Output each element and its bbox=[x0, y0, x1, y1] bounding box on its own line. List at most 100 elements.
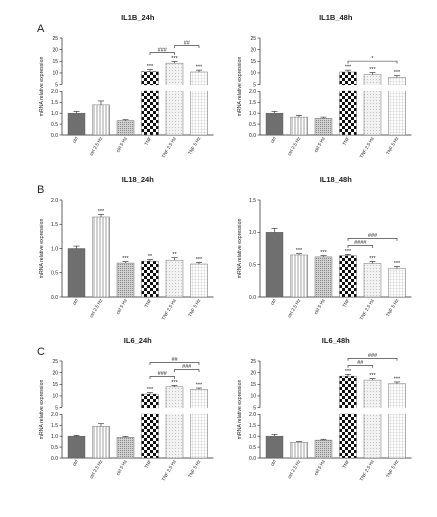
y-tick-label: 5 bbox=[253, 405, 256, 411]
x-tick-label: ctrl 2.5 Hz bbox=[89, 135, 104, 156]
significance-mark: *** bbox=[345, 65, 352, 71]
panel-letter-a: A bbox=[37, 23, 45, 35]
x-tick-label: TNF 2.5 Hz bbox=[161, 297, 177, 320]
y-tick-label: 15 bbox=[250, 59, 256, 65]
significance-mark: *** bbox=[296, 248, 303, 254]
y-tick-label: 1.5 bbox=[249, 423, 256, 429]
y-axis-label: mRNA relative expression bbox=[237, 57, 243, 117]
chart-IL18_48h: IL18_48h mRNA relative expression 0.0 0.5 1.… bbox=[237, 175, 412, 321]
y-tick-label: 25 bbox=[250, 359, 256, 365]
chart-title: IL18_24h bbox=[122, 175, 155, 184]
comparison-label: ### bbox=[182, 364, 192, 370]
bar-ctrl bbox=[67, 112, 86, 136]
significance-mark: *** bbox=[196, 257, 203, 263]
y-tick-label: 0.0 bbox=[249, 295, 256, 301]
y-tick-label: 2.0 bbox=[249, 412, 256, 418]
comparison-bracket bbox=[149, 362, 200, 365]
y-tick-label: 2.0 bbox=[51, 412, 58, 418]
significance-mark: *** bbox=[171, 56, 178, 62]
comparison-label: ### bbox=[368, 233, 378, 239]
comparison-bracket bbox=[347, 60, 398, 64]
comparison-bracket bbox=[149, 52, 175, 56]
chart-IL1B_48h: IL1B_48h mRNA relative expression 0.0 0.5 1.… bbox=[237, 13, 412, 159]
y-tick-label: 2.0 bbox=[249, 89, 256, 95]
bar-ctrl-2.5-Hz bbox=[290, 116, 308, 136]
bar-ctrl-5-Hz bbox=[314, 256, 333, 298]
comparison-label: ### bbox=[158, 371, 168, 377]
chart-title: IL18_48h bbox=[320, 175, 353, 184]
bar-ctrl bbox=[265, 232, 284, 298]
x-tick-label: TNF 5 Hz bbox=[187, 135, 202, 155]
significance-mark: ** bbox=[172, 252, 177, 258]
significance-mark: *** bbox=[171, 380, 178, 386]
x-tick-label: ctrl bbox=[269, 298, 276, 306]
significance-mark: *** bbox=[369, 256, 376, 262]
bar-TNF-5-Hz bbox=[388, 383, 406, 459]
y-tick-label: 10 bbox=[52, 71, 58, 77]
significance-mark: *** bbox=[196, 65, 203, 71]
axis-break-gap bbox=[339, 85, 357, 91]
significance-mark: *** bbox=[147, 64, 154, 70]
y-tick-label: 25 bbox=[250, 36, 256, 42]
bar-ctrl-5-Hz bbox=[116, 120, 135, 136]
comparison-bracket bbox=[347, 357, 398, 361]
axis-break-gap bbox=[190, 408, 208, 414]
bar-ctrl-2.5-Hz bbox=[92, 426, 110, 459]
y-tick-label: 1.5 bbox=[249, 198, 256, 204]
axis-break-gap bbox=[165, 408, 184, 414]
x-tick-label: ctrl 5 Hz bbox=[115, 297, 128, 315]
comparison-label: ### bbox=[158, 47, 168, 53]
y-tick-label: 1.0 bbox=[249, 434, 256, 440]
bar-ctrl-5-Hz bbox=[314, 439, 333, 459]
x-tick-label: TNF bbox=[342, 136, 351, 146]
y-tick-label: 1.0 bbox=[249, 230, 256, 236]
y-tick-label: 1.5 bbox=[51, 423, 58, 429]
axis-break-gap bbox=[339, 408, 357, 414]
axis-break-gap bbox=[190, 85, 208, 91]
significance-mark: *** bbox=[369, 67, 376, 73]
bar-TNF bbox=[339, 71, 357, 136]
chart-IL18_24h: IL18_24h mRNA relative expression 0.0 0.5 1.… bbox=[39, 175, 214, 321]
significance-mark: *** bbox=[345, 249, 352, 255]
x-tick-label: ctrl 2.5 Hz bbox=[89, 458, 104, 479]
y-tick-label: 1.0 bbox=[51, 111, 58, 117]
y-tick-label: 2.0 bbox=[51, 89, 58, 95]
significance-mark: *** bbox=[147, 387, 154, 393]
y-axis-label: mRNA relative expression bbox=[39, 219, 45, 279]
x-tick-label: TNF 5 Hz bbox=[385, 297, 400, 317]
x-tick-label: ctrl bbox=[71, 136, 78, 144]
axis-break-gap bbox=[165, 85, 184, 91]
y-tick-label: 0.5 bbox=[249, 445, 256, 451]
x-tick-label: ctrl 2.5 Hz bbox=[287, 297, 302, 318]
y-tick-label: 20 bbox=[250, 47, 256, 53]
bar-ctrl bbox=[265, 112, 284, 136]
y-tick-label: 1.0 bbox=[51, 246, 58, 252]
bar-TNF-2.5-Hz bbox=[363, 74, 382, 136]
x-tick-label: TNF 2.5 Hz bbox=[359, 297, 375, 320]
y-tick-label: 0.5 bbox=[51, 445, 58, 451]
y-axis-label: mRNA relative expression bbox=[237, 219, 243, 279]
x-tick-label: ctrl 5 Hz bbox=[115, 458, 128, 476]
bar-TNF-5-Hz bbox=[388, 268, 406, 298]
comparison-bracket bbox=[347, 245, 373, 248]
bar-TNF bbox=[339, 375, 357, 459]
y-tick-label: 10 bbox=[52, 394, 58, 400]
x-tick-label: ctrl 5 Hz bbox=[115, 135, 128, 153]
chart-IL6_24h: IL6_24h mRNA relative expression 0.0 0.5 1.0… bbox=[39, 336, 214, 482]
bar-ctrl-2.5-Hz bbox=[92, 104, 110, 136]
comparison-label: ## bbox=[357, 360, 364, 366]
axis-break-gap bbox=[388, 85, 406, 91]
x-tick-label: TNF bbox=[144, 459, 153, 469]
y-tick-label: 0.5 bbox=[51, 271, 58, 277]
y-tick-label: 0.5 bbox=[51, 122, 58, 128]
y-tick-label: 25 bbox=[52, 36, 58, 42]
axis-break-gap bbox=[363, 408, 382, 414]
y-tick-label: 1.0 bbox=[249, 111, 256, 117]
axis-break-gap bbox=[141, 408, 159, 414]
y-tick-label: 1.5 bbox=[51, 100, 58, 106]
y-tick-label: 1.5 bbox=[51, 222, 58, 228]
bar-ctrl-2.5-Hz bbox=[92, 216, 110, 298]
bar-TNF-2.5-Hz bbox=[165, 259, 184, 298]
chart-title: IL1B_24h bbox=[121, 13, 155, 22]
